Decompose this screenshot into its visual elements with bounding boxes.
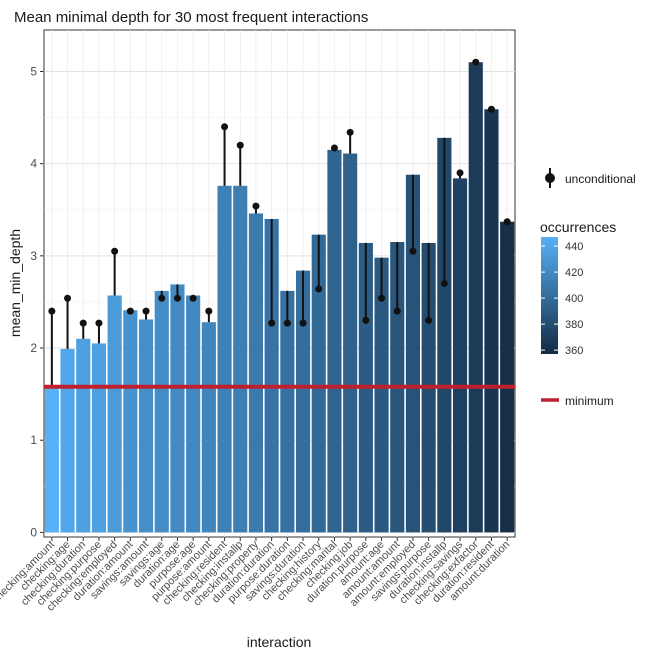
- unconditional-point: [315, 285, 323, 293]
- unconditional-point: [378, 294, 386, 302]
- bar-duration-amount: [123, 310, 138, 533]
- legend-minimum-label: minimum: [565, 394, 614, 408]
- legend-occurrences: occurrences 440 420 400 380 360: [540, 219, 616, 357]
- bar-checking-job: [343, 153, 358, 533]
- y-tick-label: 4: [30, 157, 37, 171]
- bar-duration-duration: [264, 218, 279, 533]
- bar-savings-amount: [138, 319, 154, 533]
- colorbar-title: occurrences: [540, 219, 616, 235]
- unconditional-point: [236, 141, 244, 149]
- unconditional-point: [205, 307, 213, 315]
- y-tick-label: 3: [30, 249, 37, 263]
- unconditional-point: [330, 144, 338, 152]
- bar-duration-resident: [484, 109, 499, 533]
- colorbar-tick-label: 380: [565, 319, 583, 331]
- bar-duration-age: [170, 284, 185, 533]
- unconditional-point: [503, 218, 511, 226]
- bar-checking-exfactor: [468, 62, 483, 533]
- chart-title: Mean minimal depth for 30 most frequent …: [14, 9, 368, 26]
- legend-minimum: minimum: [541, 394, 614, 408]
- unconditional-point: [440, 280, 448, 287]
- bar-savings-duration: [295, 270, 311, 533]
- unconditional-point: [425, 316, 433, 324]
- unconditional-point: [409, 247, 417, 255]
- unconditional-point: [64, 294, 72, 302]
- unconditional-point: [456, 169, 464, 177]
- bar-checking-resident: [217, 185, 232, 533]
- bar-amount-age: [374, 257, 389, 533]
- bar-checking-age: [60, 348, 75, 533]
- legend-unconditional: unconditional: [545, 168, 636, 188]
- unconditional-point: [268, 319, 276, 327]
- bar-checking-amount: [44, 387, 59, 533]
- bar-purpose-age: [186, 295, 201, 533]
- bar-checking-property: [248, 213, 264, 533]
- colorbar-tick-label: 440: [565, 241, 583, 253]
- unconditional-point: [48, 307, 56, 315]
- bar-checking-duration: [76, 338, 91, 533]
- unconditional-point: [299, 319, 307, 327]
- unconditional-stems: [48, 58, 511, 388]
- bar-purpose-duration: [280, 290, 295, 533]
- colorbar-tick-label: 400: [565, 293, 583, 305]
- colorbar-ticks: 440 420 400 380 360: [541, 241, 583, 357]
- unconditional-point: [393, 307, 401, 315]
- unconditional-point: [472, 58, 480, 66]
- bar-purpose-amount: [201, 322, 216, 533]
- bar-amount-employed: [405, 174, 421, 533]
- colorbar: [541, 237, 558, 354]
- legend-unconditional-label: unconditional: [565, 172, 636, 186]
- unconditional-point: [111, 247, 119, 255]
- colorbar-tick-label: 420: [565, 267, 583, 279]
- y-tick-label: 0: [30, 525, 37, 539]
- unconditional-point: [487, 105, 495, 113]
- unconditional-point: [189, 294, 197, 302]
- y-axis-label: mean_min_depth: [7, 229, 23, 337]
- colorbar-tick-label: 360: [565, 345, 583, 357]
- unconditional-point: [346, 128, 354, 136]
- unconditional-point: [142, 307, 150, 315]
- plot-area: [43, 29, 516, 538]
- bar-checking-employed: [107, 295, 122, 533]
- y-tick-label: 1: [30, 433, 37, 447]
- unconditional-point: [126, 307, 134, 315]
- unconditional-point: [362, 316, 370, 324]
- y-axis: 0 1 2 3 4 5: [30, 64, 44, 539]
- unconditional-point: [173, 294, 181, 302]
- unconditional-point: [95, 319, 103, 327]
- bar-checking-purpose: [91, 343, 107, 533]
- legend: unconditional occurrences 440 420 400 380 36…: [540, 168, 636, 408]
- plot-panel-border: [43, 29, 516, 538]
- legend-unconditional-point: [545, 173, 555, 183]
- bar-checking-history: [311, 234, 326, 533]
- bar-checking-savings: [452, 178, 468, 533]
- unconditional-point: [158, 294, 166, 302]
- unconditional-point: [283, 319, 291, 327]
- unconditional-point: [79, 319, 87, 327]
- bars: [44, 62, 515, 533]
- bar-amount-duration: [500, 221, 515, 533]
- bar-savings-age: [154, 290, 169, 533]
- bar-checking-marital: [327, 149, 342, 533]
- bar-checking-installp: [233, 185, 248, 533]
- unconditional-point: [221, 123, 229, 131]
- bar-duration-installp: [437, 137, 452, 533]
- y-tick-label: 5: [30, 64, 37, 78]
- unconditional-point: [252, 202, 260, 210]
- x-axis-label: interaction: [247, 634, 312, 650]
- y-tick-label: 2: [30, 341, 37, 355]
